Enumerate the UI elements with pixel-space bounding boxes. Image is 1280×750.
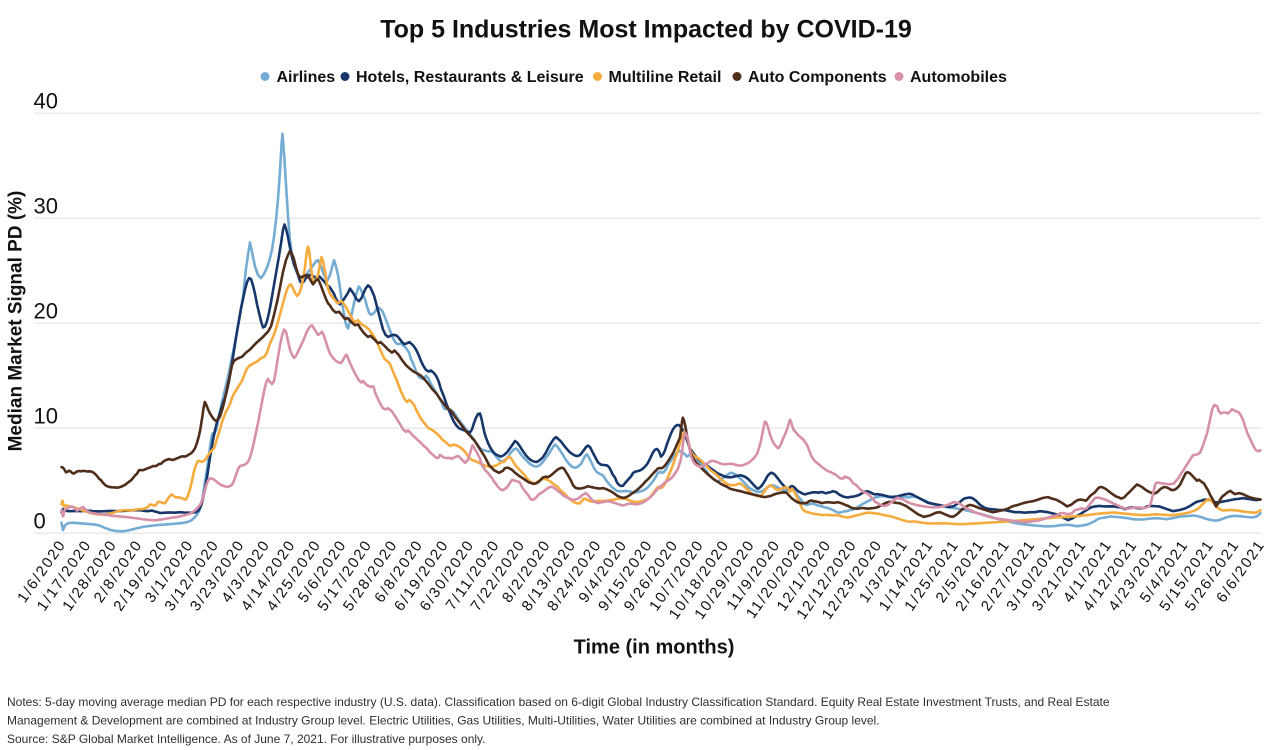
- svg-text:10: 10: [34, 404, 58, 429]
- svg-text:20: 20: [34, 299, 58, 324]
- svg-text:Hotels, Restaurants & Leisure: Hotels, Restaurants & Leisure: [356, 69, 584, 86]
- svg-text:0: 0: [34, 509, 46, 534]
- svg-text:Time (in months): Time (in months): [574, 637, 735, 659]
- svg-text:Automobiles: Automobiles: [910, 69, 1007, 86]
- svg-text:Multiline Retail: Multiline Retail: [609, 69, 722, 86]
- svg-text:Source: S&P Global Market Inte: Source: S&P Global Market Intelligence. …: [7, 732, 485, 746]
- svg-text:Auto Components: Auto Components: [748, 69, 887, 86]
- svg-text:Airlines: Airlines: [277, 69, 336, 86]
- svg-text:Management & Development are c: Management & Development are combined at…: [7, 713, 880, 727]
- svg-text:40: 40: [34, 89, 58, 114]
- svg-text:Notes: 5-day moving average me: Notes: 5-day moving average median PD fo…: [7, 695, 1110, 709]
- svg-text:Top 5 Industries Most Impacted: Top 5 Industries Most Impacted by COVID-…: [380, 16, 912, 44]
- svg-text:30: 30: [34, 194, 58, 219]
- svg-text:Median Market Signal PD (%): Median Market Signal PD (%): [6, 191, 27, 452]
